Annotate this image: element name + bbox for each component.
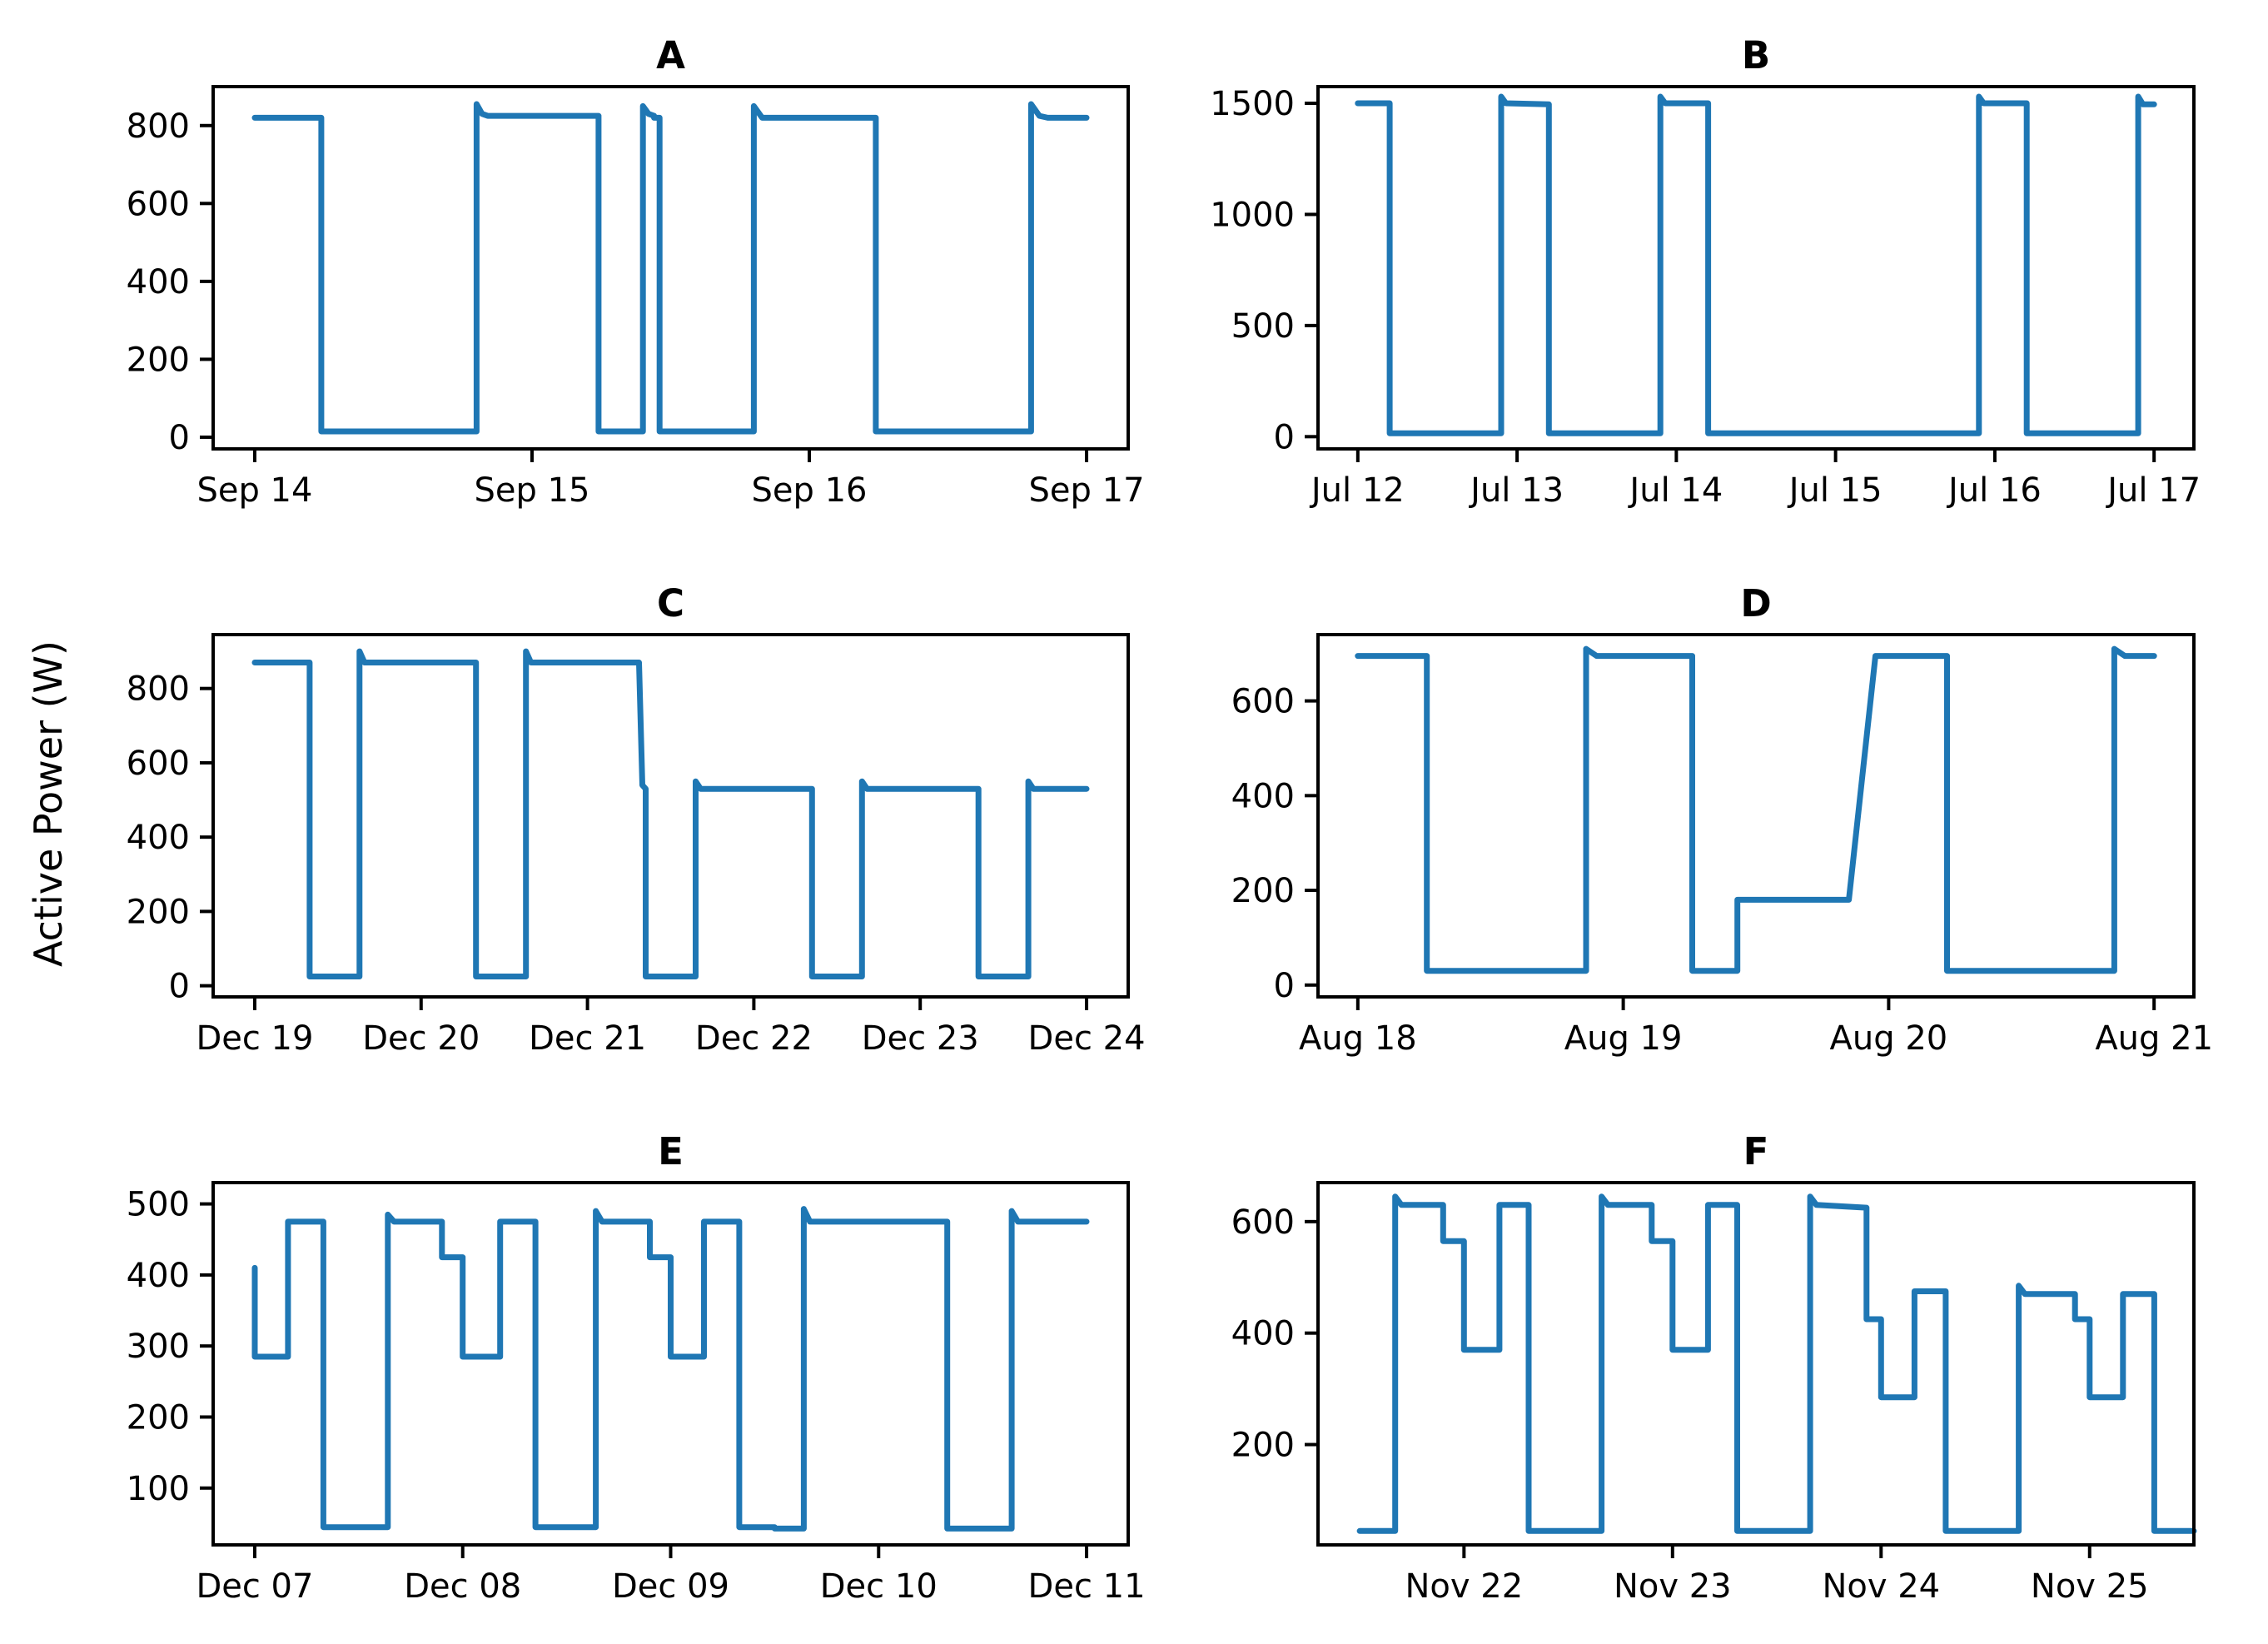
x-tick-label: Nov 25 <box>2031 1567 2149 1606</box>
x-tick-label: Dec 22 <box>695 1019 813 1058</box>
y-tick-label: 400 <box>1231 1315 1295 1353</box>
x-tick-label: Dec 24 <box>1028 1019 1146 1058</box>
plot-frame <box>211 1181 1130 1547</box>
x-tick-label: Aug 18 <box>1299 1019 1417 1058</box>
y-tick-label: 600 <box>127 745 190 783</box>
x-tick-label: Jul 15 <box>1787 471 1883 510</box>
x-tick-label: Dec 11 <box>1028 1567 1146 1606</box>
y-tick-label: 800 <box>127 670 190 709</box>
x-tick-label: Jul 13 <box>1468 471 1564 510</box>
x-tick-label: Dec 10 <box>820 1567 938 1606</box>
y-tick-label: 1000 <box>1210 196 1295 234</box>
series-line <box>1356 1193 2197 1534</box>
x-tick-label: Dec 09 <box>612 1567 729 1606</box>
y-tick-label: 600 <box>1231 1203 1295 1242</box>
y-tick-label: 800 <box>127 107 190 146</box>
x-tick-label: Aug 20 <box>1830 1019 1948 1058</box>
x-tick-label: Sep 16 <box>752 471 868 510</box>
plot-frame <box>1316 1181 2196 1547</box>
x-tick-label: Nov 23 <box>1614 1567 1732 1606</box>
y-tick-label: 200 <box>127 893 190 931</box>
y-tick-label: 400 <box>127 819 190 857</box>
panel-title: F <box>1743 1129 1769 1173</box>
series-line <box>251 1206 1090 1532</box>
y-tick-label: 600 <box>1231 683 1295 721</box>
x-tick-label: Nov 22 <box>1405 1567 1523 1606</box>
x-tick-label: Dec 21 <box>529 1019 646 1058</box>
y-tick-label: 400 <box>127 263 190 301</box>
y-tick-label: 0 <box>169 968 190 1006</box>
y-tick-label: 0 <box>169 419 190 457</box>
y-tick-label: 200 <box>1231 872 1295 910</box>
x-tick-label: Dec 08 <box>404 1567 521 1606</box>
y-tick-label: 200 <box>127 341 190 379</box>
y-tick-label: 1500 <box>1210 85 1295 123</box>
x-tick-label: Nov 24 <box>1822 1567 1940 1606</box>
series-line <box>251 648 1090 979</box>
chart-panel-c: C Dec 19 Dec 20 Dec 21 Dec 22 Dec 23 Dec 24 0 20… <box>127 581 1146 1058</box>
x-tick-label: Sep 15 <box>474 471 589 510</box>
panel-title: E <box>658 1129 684 1173</box>
x-tick-label: Sep 14 <box>196 471 312 510</box>
panel-title: B <box>1742 33 1770 77</box>
chart-panel-b: B Jul 12 Jul 13 Jul 14 Jul 15 Jul 16 Jul 17 0 50… <box>1210 33 2201 510</box>
series-line <box>1355 645 2157 974</box>
series-line <box>1355 93 2157 436</box>
y-axis-label: Active Power (W) <box>26 640 71 967</box>
y-tick-label: 500 <box>127 1186 190 1224</box>
chart-panel-e: E Dec 07 Dec 08 Dec 09 Dec 10 Dec 11 100 200 300… <box>127 1129 1146 1606</box>
panel-title: A <box>656 33 685 77</box>
x-tick-label: Dec 07 <box>196 1567 313 1606</box>
x-tick-label: Sep 17 <box>1029 471 1145 510</box>
y-tick-label: 400 <box>1231 777 1295 815</box>
plot-frame <box>1316 633 2196 999</box>
chart-panel-d: D Aug 18 Aug 19 Aug 20 Aug 21 0 200 400 600 <box>1231 581 2213 1058</box>
x-tick-label: Dec 23 <box>862 1019 979 1058</box>
x-tick-label: Jul 17 <box>2105 471 2201 510</box>
x-tick-label: Dec 19 <box>196 1019 313 1058</box>
x-tick-label: Dec 20 <box>362 1019 480 1058</box>
x-tick-label: Aug 19 <box>1564 1019 1683 1058</box>
x-tick-label: Aug 21 <box>2095 1019 2213 1058</box>
y-tick-label: 500 <box>1231 307 1295 346</box>
x-tick-label: Jul 14 <box>1627 471 1723 510</box>
y-tick-label: 200 <box>1231 1427 1295 1465</box>
x-tick-label: Jul 12 <box>1309 471 1405 510</box>
y-tick-label: 300 <box>127 1328 190 1366</box>
y-tick-label: 600 <box>127 185 190 223</box>
series-line <box>251 101 1090 435</box>
y-tick-label: 0 <box>1274 418 1295 456</box>
panel-title: C <box>657 581 684 625</box>
y-tick-label: 200 <box>127 1398 190 1437</box>
panel-title: D <box>1740 581 1771 625</box>
x-tick-label: Jul 16 <box>1946 471 2042 510</box>
plot-frame <box>211 85 1130 451</box>
y-tick-label: 400 <box>127 1257 190 1295</box>
chart-panel-a: A Sep 14 Sep 15 Sep 16 Sep 17 0 200 400 600 800 <box>127 33 1145 510</box>
chart-panel-f: F Nov 22 Nov 23 Nov 24 Nov 25 200 400 600 <box>1231 1129 2197 1606</box>
y-tick-label: 0 <box>1274 967 1295 1005</box>
plot-frame <box>211 633 1130 999</box>
plot-frame <box>1316 85 2196 451</box>
y-tick-label: 100 <box>127 1470 190 1508</box>
